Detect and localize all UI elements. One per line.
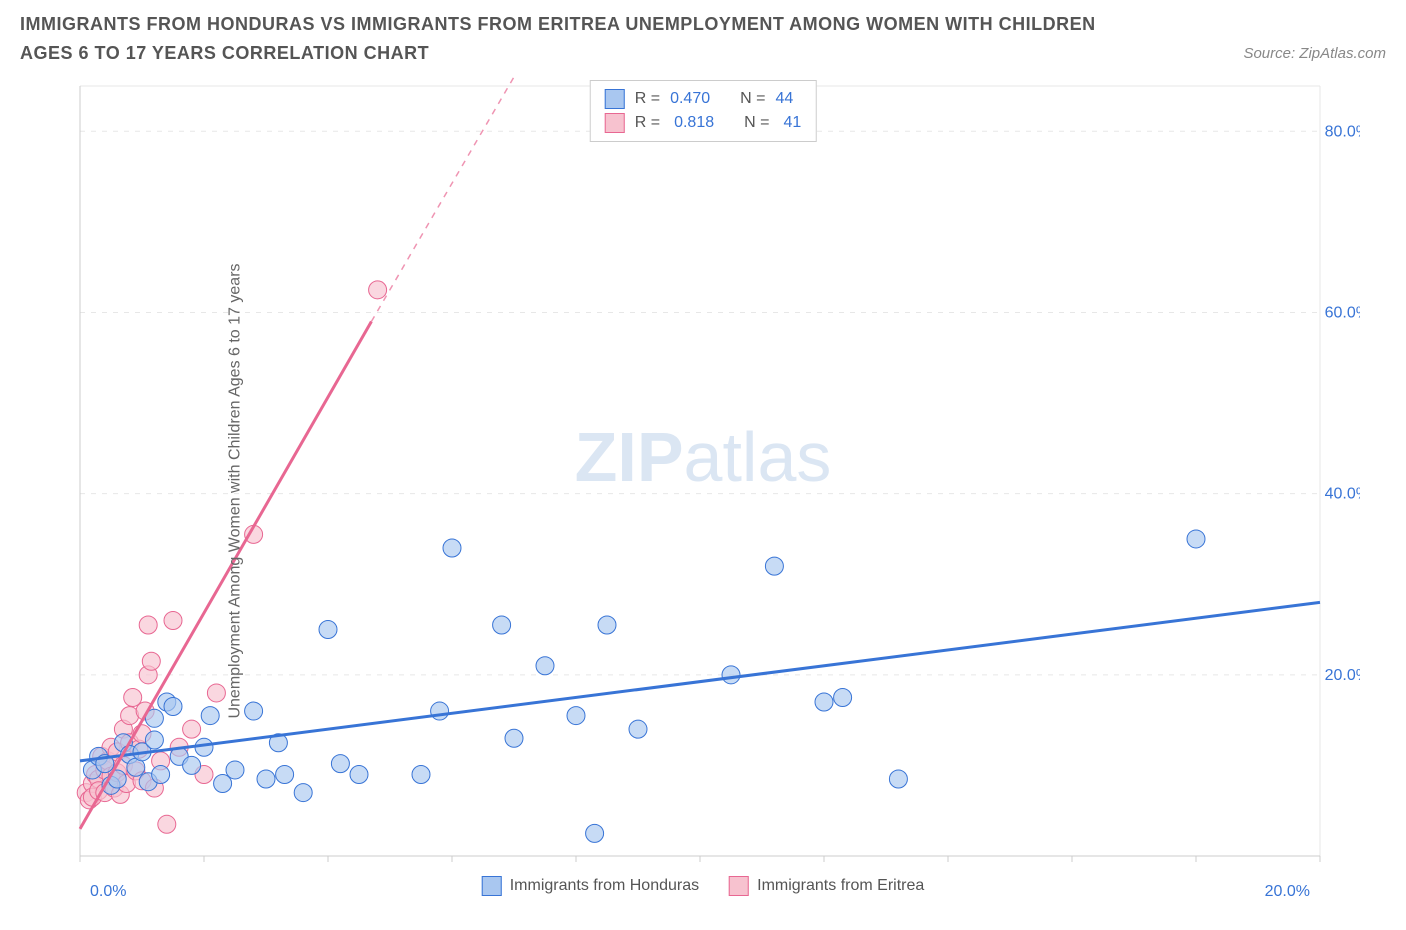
n-label: N = bbox=[744, 111, 769, 135]
swatch-pink-icon bbox=[729, 876, 749, 896]
svg-text:80.0%: 80.0% bbox=[1325, 123, 1360, 140]
swatch-pink-icon bbox=[605, 113, 625, 133]
chart-title: IMMIGRANTS FROM HONDURAS VS IMMIGRANTS F… bbox=[20, 10, 1140, 68]
swatch-blue-icon bbox=[605, 89, 625, 109]
svg-text:20.0%: 20.0% bbox=[1265, 883, 1310, 900]
r-label: R = bbox=[635, 87, 660, 111]
correlation-stats-box: R = 0.470 N = 44 R = 0.818 N = 41 bbox=[590, 80, 817, 142]
y-axis-label: Unemployment Among Women with Children A… bbox=[227, 263, 245, 718]
svg-text:60.0%: 60.0% bbox=[1325, 304, 1360, 321]
r-label: R = bbox=[635, 111, 660, 135]
source-attribution: Source: ZipAtlas.com bbox=[1243, 45, 1386, 62]
legend-item-eritrea: Immigrants from Eritrea bbox=[729, 876, 924, 896]
legend-item-honduras: Immigrants from Honduras bbox=[482, 876, 699, 896]
n-value-eritrea: 41 bbox=[783, 111, 801, 135]
svg-text:0.0%: 0.0% bbox=[90, 883, 126, 900]
legend-label-eritrea: Immigrants from Eritrea bbox=[757, 877, 924, 895]
scatter-chart: 20.0% 40.0% 60.0% 80.0% 0.0% 20.0% bbox=[20, 76, 1360, 906]
bottom-legend: Immigrants from Honduras Immigrants from… bbox=[482, 876, 925, 896]
r-value-eritrea: 0.818 bbox=[674, 111, 714, 135]
legend-label-honduras: Immigrants from Honduras bbox=[510, 877, 699, 895]
svg-text:20.0%: 20.0% bbox=[1325, 666, 1360, 683]
n-value-honduras: 44 bbox=[775, 87, 793, 111]
chart-container: Unemployment Among Women with Children A… bbox=[20, 76, 1386, 906]
n-label: N = bbox=[740, 87, 765, 111]
r-value-honduras: 0.470 bbox=[670, 87, 710, 111]
swatch-blue-icon bbox=[482, 876, 502, 896]
stats-row-eritrea: R = 0.818 N = 41 bbox=[605, 111, 802, 135]
stats-row-honduras: R = 0.470 N = 44 bbox=[605, 87, 802, 111]
svg-text:40.0%: 40.0% bbox=[1325, 485, 1360, 502]
